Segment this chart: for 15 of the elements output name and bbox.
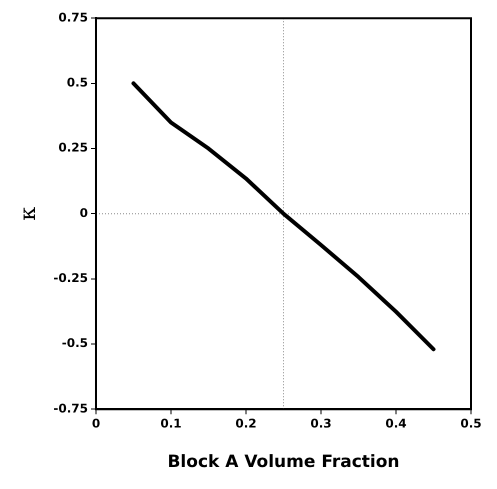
y-tick-label: -0.75 [53,401,88,416]
y-axis-title: κ [16,206,41,221]
y-tick-label: -0.25 [53,270,88,285]
x-tick-label: 0.1 [160,416,182,431]
x-tick-label: 0 [92,416,100,431]
y-tick-label: 0.75 [58,10,88,24]
x-tick-label: 0.4 [385,416,407,431]
y-tick-label: 0.5 [66,75,88,90]
y-tick-label: -0.5 [62,336,88,350]
x-tick-label: 0.5 [460,416,482,431]
x-axis-title: Block A Volume Fraction [167,452,400,472]
x-tick-label: 0.2 [235,416,257,431]
y-tick-label: 0 [80,206,88,220]
x-tick-label: 0.3 [310,416,332,431]
y-tick-label: 0.25 [58,140,88,155]
